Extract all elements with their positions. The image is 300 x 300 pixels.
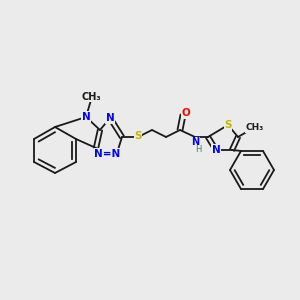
Text: S: S	[134, 131, 142, 141]
Text: H: H	[195, 145, 201, 154]
Text: CH₃: CH₃	[246, 124, 264, 133]
Text: N: N	[106, 113, 114, 123]
Text: O: O	[182, 108, 190, 118]
Text: N: N	[191, 137, 199, 147]
Text: N: N	[212, 145, 220, 155]
Text: N: N	[82, 112, 90, 122]
Text: S: S	[224, 120, 232, 130]
Text: N=N: N=N	[94, 149, 121, 159]
Text: CH₃: CH₃	[81, 92, 101, 102]
